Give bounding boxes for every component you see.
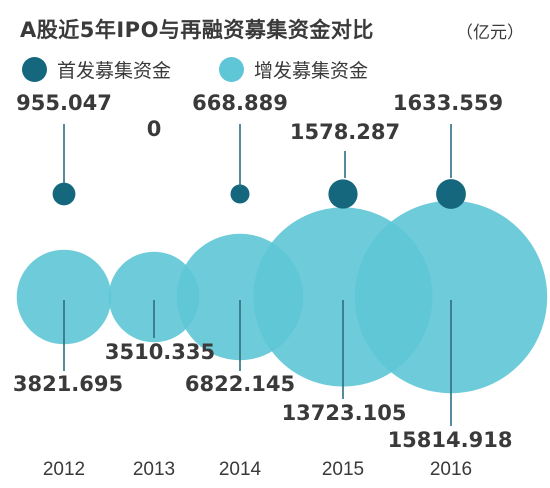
legend-swatch-refinancing bbox=[219, 56, 244, 82]
refinancing-data-label-2015: 13723.105 bbox=[282, 401, 407, 425]
ipo-data-label-2012: 955.047 bbox=[16, 91, 112, 115]
legend-label-refinancing: 增发募集资金 bbox=[254, 59, 369, 82]
ipo-bubble-2015 bbox=[328, 179, 358, 209]
x-tick-label-2012: 2012 bbox=[43, 459, 85, 480]
refinancing-data-label-2016: 15814.918 bbox=[388, 428, 513, 452]
legend-label-ipo: 首发募集资金 bbox=[57, 59, 172, 82]
ipo-bubble-2016 bbox=[436, 179, 466, 209]
ipo-data-label-2014: 668.889 bbox=[192, 91, 288, 115]
chart-title: A股近5年IPO与再融资募集资金对比 bbox=[20, 18, 374, 42]
x-tick-label-2015: 2015 bbox=[322, 459, 364, 480]
ipo-data-label-2015: 1578.287 bbox=[290, 120, 400, 144]
x-tick-label-2014: 2014 bbox=[219, 459, 262, 480]
refinancing-data-label-2014: 6822.145 bbox=[185, 372, 295, 396]
ipo-data-label-2016: 1633.559 bbox=[393, 91, 503, 115]
ipo-data-label-2013: 0 bbox=[147, 117, 162, 141]
refinancing-data-label-2013: 3510.335 bbox=[105, 340, 215, 364]
ipo-bubble-2014 bbox=[230, 184, 250, 204]
legend-item-refinancing: 增发募集资金 bbox=[219, 56, 368, 82]
refinancing-data-label-2012: 3821.695 bbox=[13, 372, 123, 396]
refinancing-bubble-2013 bbox=[108, 251, 200, 343]
ipo-bubble-2012 bbox=[52, 182, 76, 206]
unit-label: （亿元） bbox=[456, 23, 524, 43]
legend-item-ipo: 首发募集资金 bbox=[22, 56, 171, 82]
refinancing-bubble-2016 bbox=[354, 200, 548, 394]
legend-swatch-ipo bbox=[22, 56, 47, 82]
x-tick-label-2016: 2016 bbox=[430, 459, 472, 480]
x-tick-label-2013: 2013 bbox=[133, 459, 175, 480]
refinancing-bubble-2012 bbox=[16, 249, 112, 345]
